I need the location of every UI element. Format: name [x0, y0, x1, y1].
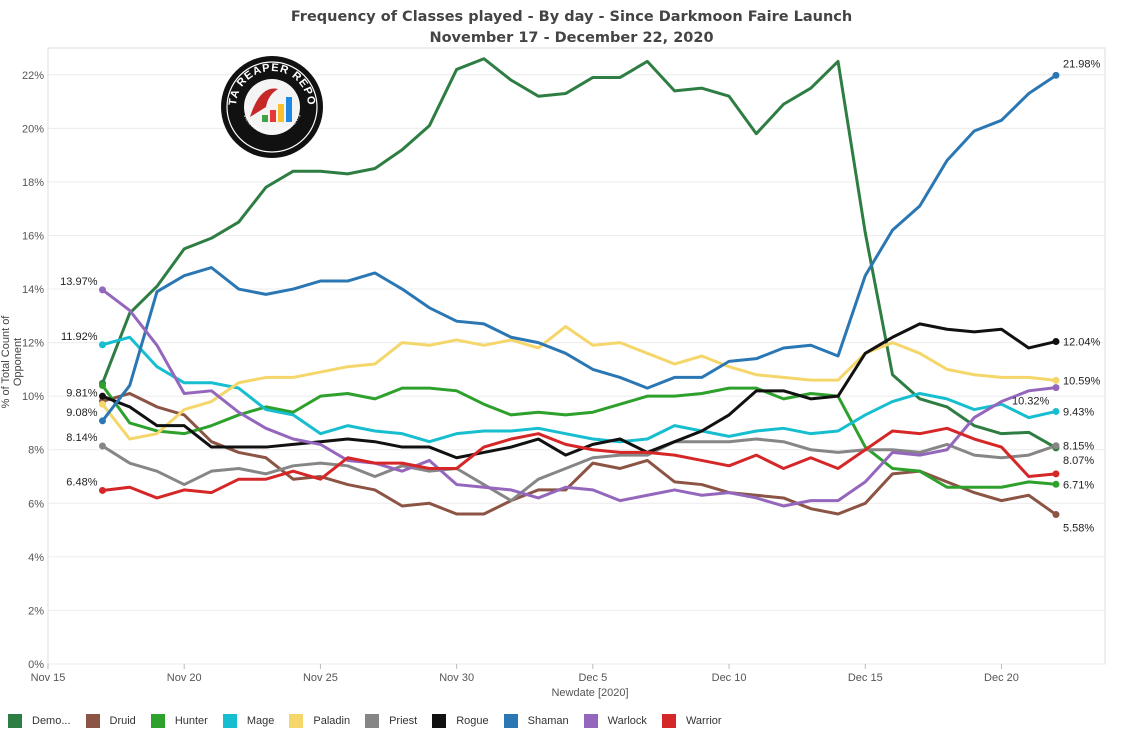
legend-label: Hunter	[174, 715, 208, 727]
series-line-hunter	[100, 383, 1058, 489]
x-tick-label: Nov 30	[439, 672, 474, 684]
y-tick-label: 16%	[22, 230, 44, 242]
legend-item: Warlock	[583, 714, 647, 728]
start-point-mage	[98, 341, 106, 349]
y-tick-label: 10%	[22, 391, 44, 403]
start-point-shaman	[98, 417, 106, 425]
start-point-hunter	[98, 381, 106, 389]
legend-swatch	[289, 714, 304, 728]
x-tick-label: Dec 10	[712, 672, 747, 684]
legend-label: Shaman	[527, 715, 569, 727]
legend-swatch	[583, 714, 598, 728]
legend-item: Mage	[222, 714, 275, 728]
legend-item: Warrior	[661, 714, 722, 728]
end-label-demo: 8.07%	[1063, 455, 1094, 467]
legend-swatch	[661, 714, 676, 728]
end-label-shaman: 21.98%	[1063, 58, 1101, 70]
end-point-rogue	[1052, 338, 1060, 346]
start-label-priest: 8.14%	[66, 432, 97, 444]
legend-item: Paladin	[289, 714, 350, 728]
y-tick-label: 18%	[22, 177, 44, 189]
end-label-druid: 5.58%	[1063, 523, 1094, 535]
start-point-warrior	[98, 486, 106, 494]
legend-swatch	[85, 714, 100, 728]
plot-area	[47, 47, 1106, 665]
start-label-shaman: 9.08%	[66, 407, 97, 419]
legend-item: Priest	[365, 714, 417, 728]
y-tick-label: 20%	[22, 123, 44, 135]
series-line-warlock	[100, 288, 1058, 508]
legend-swatch	[365, 714, 380, 728]
x-tick-label: Nov 15	[31, 672, 66, 684]
y-tick-label: 2%	[28, 605, 44, 617]
legend-item: Hunter	[150, 714, 208, 728]
x-tick-label: Nov 25	[303, 672, 338, 684]
data-reaper-logo: DATA REAPER REPORT VICIOUS SYNDICATE PRE…	[220, 55, 323, 158]
legend-label: Druid	[109, 715, 136, 727]
series-line-shaman	[100, 73, 1058, 423]
legend-label: Priest	[389, 715, 418, 727]
x-tick-label: Dec 5	[578, 672, 607, 684]
legend-swatch	[150, 714, 165, 728]
end-label-rogue: 12.04%	[1063, 337, 1101, 349]
legend-label: Rogue	[456, 715, 489, 727]
start-point-rogue	[98, 392, 106, 400]
legend-label: Warlock	[607, 715, 647, 727]
legend-item: Rogue	[432, 714, 489, 728]
chart-title: Frequency of Classes played - By day - S…	[290, 9, 853, 25]
legend-label: Paladin	[313, 715, 351, 727]
series-line-paladin	[100, 325, 1058, 441]
x-axis-label: Newdate [2020]	[551, 687, 629, 699]
start-point-priest	[98, 442, 106, 450]
y-tick-label: 22%	[22, 70, 44, 82]
legend-label: Warrior	[685, 715, 722, 727]
legend-item: Druid	[85, 714, 136, 728]
end-point-druid	[1052, 511, 1060, 519]
legend-swatch	[503, 714, 518, 728]
end-point-shaman	[1052, 71, 1060, 79]
x-tick-label: Dec 20	[984, 672, 1019, 684]
series-line-mage	[100, 335, 1058, 444]
legend-label: Mage	[246, 715, 275, 727]
legend-item: Demo...	[8, 714, 71, 728]
x-tick-label: Nov 20	[167, 672, 202, 684]
series-line-priest	[100, 437, 1058, 503]
y-tick-label: 14%	[22, 284, 44, 296]
start-label-warlock: 13.97%	[60, 276, 98, 288]
end-label-mage: 9.43%	[1063, 406, 1094, 418]
y-tick-label: 4%	[28, 552, 44, 564]
end-label-warlock: 10.32%	[1012, 396, 1050, 408]
series-line-rogue	[100, 322, 1058, 460]
legend-swatch	[432, 714, 447, 728]
end-label-paladin: 10.59%	[1063, 375, 1101, 387]
x-tick-label: Dec 15	[848, 672, 883, 684]
series-line-warrior	[100, 426, 1058, 500]
end-point-hunter	[1052, 480, 1060, 488]
start-label-druid: 9.81%	[66, 387, 97, 399]
chart-subtitle: November 17 - December 22, 2020	[429, 30, 714, 46]
end-point-warlock	[1052, 384, 1060, 392]
start-label-mage: 11.92%	[61, 331, 98, 343]
legend-label: Demo...	[32, 715, 71, 727]
start-point-warlock	[98, 286, 106, 294]
end-point-mage	[1052, 407, 1060, 415]
series-line-demo	[100, 57, 1058, 450]
end-point-paladin	[1052, 376, 1060, 384]
legend-swatch	[8, 714, 22, 728]
start-point-paladin	[98, 400, 106, 408]
end-point-warrior	[1052, 470, 1060, 478]
legend-item: Shaman	[503, 714, 569, 728]
y-tick-label: 6%	[28, 498, 44, 510]
end-label-priest: 8.15%	[1063, 441, 1094, 453]
y-tick-label: 8%	[28, 445, 44, 457]
end-point-priest	[1052, 442, 1060, 450]
series-line-druid	[100, 391, 1058, 517]
end-label-hunter: 6.71%	[1063, 479, 1094, 491]
y-tick-label: 12%	[22, 338, 44, 350]
chart-legend: Demo... Druid Hunter Mage Paladin Priest Rogue…	[8, 714, 737, 728]
y-tick-label: 0%	[28, 659, 44, 671]
start-label-warrior: 6.48%	[66, 476, 97, 488]
legend-swatch	[222, 714, 237, 728]
